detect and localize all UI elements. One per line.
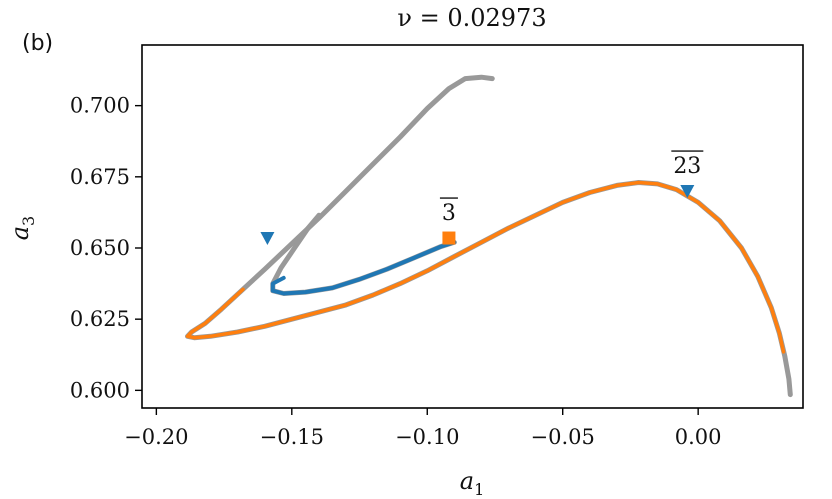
- x-tick-label: −0.10: [395, 425, 459, 449]
- plot-frame: [141, 44, 804, 409]
- y-axis-title-main: a: [6, 226, 34, 240]
- y-axis: 0.600 0.625 0.650 0.675 0.700: [70, 94, 142, 402]
- panel-label: (b): [22, 31, 53, 56]
- x-axis-title: a1: [460, 467, 485, 499]
- series-curve-orange-3: [185, 180, 786, 354]
- chart-title: ν = 0.02973: [397, 4, 546, 32]
- y-tick-label: 0.600: [70, 378, 130, 402]
- x-axis: −0.20 −0.15 −0.10 −0.05 0.00: [124, 408, 722, 449]
- marker-label-2: 23: [673, 154, 701, 179]
- marker-label-1: 3: [442, 201, 456, 226]
- y-tick-label: 0.675: [70, 165, 130, 189]
- x-tick-label: −0.05: [531, 425, 595, 449]
- series-curve-gray-0: [185, 74, 793, 398]
- y-tick-label: 0.625: [70, 307, 130, 331]
- marker-square-1: [442, 231, 456, 245]
- x-tick-label: −0.20: [124, 425, 188, 449]
- series-curve-blue-2: [270, 240, 457, 296]
- x-tick-label: −0.15: [260, 425, 324, 449]
- y-axis-title-sub: 3: [19, 216, 38, 226]
- x-tick-label: 0.00: [675, 425, 722, 449]
- marker-triangle-down-2: [680, 185, 695, 199]
- x-axis-title-sub: 1: [474, 480, 484, 499]
- y-axis-title: a3: [6, 216, 38, 241]
- y-tick-label: 0.650: [70, 236, 130, 260]
- x-axis-title-main: a: [460, 467, 474, 495]
- marker-triangle-down-0: [260, 232, 275, 246]
- y-tick-label: 0.700: [70, 94, 130, 118]
